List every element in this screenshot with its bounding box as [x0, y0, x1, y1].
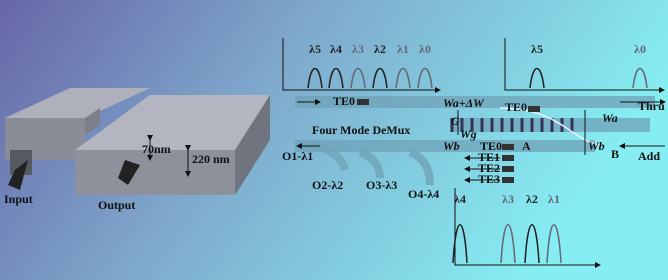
wavelength-label: λ0 [419, 42, 431, 56]
output-label: Output [98, 198, 135, 212]
height-label: 220 nm [192, 152, 230, 166]
wavelength-label: λ3 [502, 192, 514, 206]
spectrum-peak [452, 224, 468, 264]
output-port-label: O3-λ3 [366, 178, 397, 192]
wavelength-label: λ1 [397, 42, 409, 56]
spectrum-axes [504, 38, 665, 93]
wavelength-label: λ1 [548, 192, 560, 206]
wavelength-label: λ5 [531, 42, 543, 56]
wavelength-label: λ5 [309, 42, 321, 56]
width-label: Wa+ΔW [443, 96, 485, 110]
wavelength-label: λ2 [526, 192, 538, 206]
input-label: Input [4, 192, 33, 206]
output-port-label: O4-λ4 [408, 187, 439, 201]
spectrum-peak [372, 67, 388, 89]
mode-label: TE3 [478, 172, 500, 186]
spectrum-axes [454, 188, 601, 268]
spectrum-peak [395, 67, 411, 89]
output-port-label: O1-λ1 [282, 149, 313, 163]
width-label: Wa [602, 111, 618, 125]
output-port-label: O2-λ2 [312, 178, 343, 192]
mode-label: TE0 [505, 100, 527, 114]
spectrum-peak [350, 67, 366, 89]
demux-label: Four Mode DeMux [312, 123, 410, 137]
width-label: Wb [443, 139, 460, 153]
wavelength-label: λ2 [374, 42, 386, 56]
spectrum-peak [307, 67, 323, 89]
device-3d [5, 88, 270, 195]
spectrum-peak [328, 67, 344, 89]
mode-label: TE1 [478, 150, 500, 164]
spectrum-peak [417, 67, 433, 89]
width-label: Wb [588, 139, 605, 153]
port-label: Add [638, 149, 660, 163]
port-label: Thru [638, 99, 665, 113]
width-label: Wg [460, 127, 477, 141]
spectrum-peak [632, 67, 648, 89]
mode-label: TE0 [480, 139, 502, 153]
wavelength-label: λ0 [634, 42, 646, 56]
point-label: A [522, 139, 531, 153]
spectrum-peak [529, 67, 545, 89]
spectrum-peak [524, 224, 540, 264]
spectrum-axes [282, 38, 441, 93]
gap-label: G [451, 114, 460, 128]
mode-label: TE2 [478, 161, 500, 175]
spectrum-peak [546, 224, 562, 264]
spectrum-peak [500, 224, 516, 264]
point-label: B [611, 147, 619, 161]
mode-label: TE0 [333, 94, 355, 108]
wavelength-label: λ3 [352, 42, 364, 56]
circuit [295, 96, 666, 186]
wavelength-label: λ4 [454, 192, 466, 206]
wavelength-label: λ4 [330, 42, 342, 56]
etch-depth-label: 70nm [142, 142, 171, 156]
